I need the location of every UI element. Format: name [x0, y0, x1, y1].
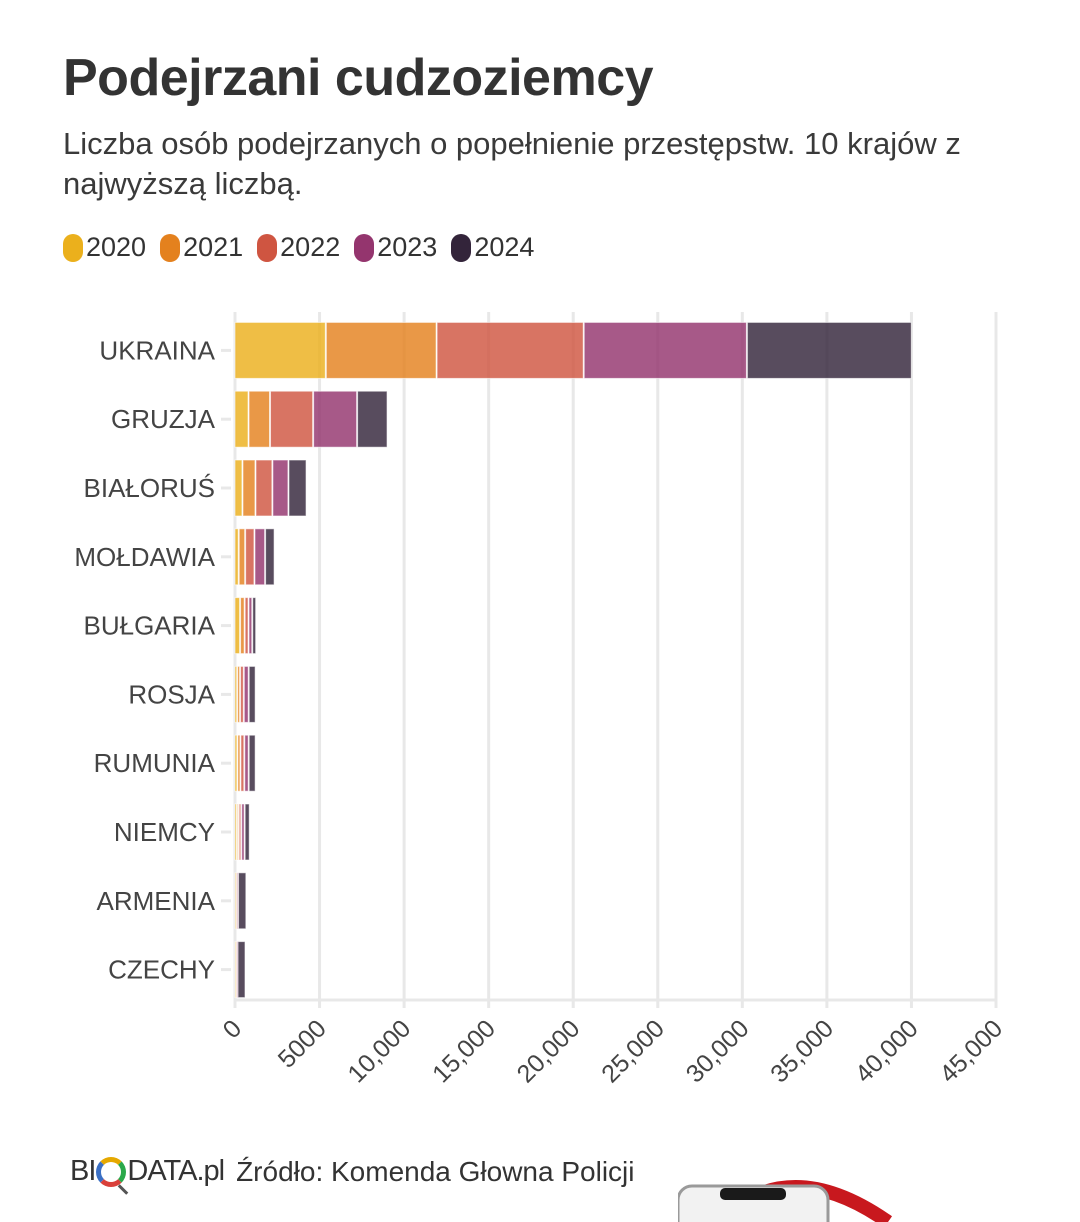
x-tick-label: 15,000 — [427, 1014, 501, 1088]
chart-subtitle: Liczba osób podejrzanych o popełnienie p… — [63, 126, 961, 201]
y-tick-label: BIAŁORUŚ — [84, 473, 216, 503]
footer: BI DATA.pl Źródło: Komenda Głowna Policj… — [70, 1155, 635, 1188]
y-tick-label: RUMUNIA — [94, 748, 216, 778]
biqdata-logo[interactable]: BI DATA.pl — [70, 1155, 225, 1188]
bar-ukraina-2020 — [234, 321, 326, 379]
phone-illustration-icon — [678, 1180, 893, 1222]
legend-label: 2022 — [280, 232, 341, 262]
legend-swatch-icon — [451, 233, 472, 262]
y-tick-label: CZECHY — [108, 955, 215, 985]
bar-niemcy-2020 — [234, 803, 237, 861]
logo-text-left: BI — [70, 1155, 96, 1187]
bar-niemcy-2023 — [241, 803, 245, 861]
bar-bułgaria-2020 — [234, 597, 241, 655]
bar-gruzja-2023 — [313, 390, 358, 448]
y-tick-label: NIEMCY — [114, 817, 215, 847]
x-tick-label: 5000 — [273, 1014, 332, 1073]
bar-rumunia-2022 — [240, 734, 245, 792]
legend-label: 2024 — [474, 232, 535, 262]
bar-rumunia-2023 — [244, 734, 249, 792]
bar-bułgaria-2022 — [244, 597, 249, 655]
legend-item-2022[interactable]: 2022 — [257, 232, 340, 263]
bar-ukraina-2024 — [746, 321, 912, 379]
bar-mołdawia-2020 — [234, 528, 239, 586]
x-tick-label: 35,000 — [765, 1014, 839, 1088]
bar-białoruś-2020 — [234, 459, 243, 517]
legend-swatch-icon — [354, 233, 375, 262]
y-tick-label: ARMENIA — [97, 886, 216, 916]
bar-ukraina-2021 — [325, 321, 437, 379]
legend-swatch-icon — [63, 233, 83, 262]
y-tick-label: MOŁDAWIA — [74, 542, 215, 572]
bar-białoruś-2021 — [242, 459, 256, 517]
bar-armenia-2020 — [234, 872, 237, 930]
x-tick-label: 10,000 — [342, 1014, 416, 1088]
bar-bułgaria-2021 — [240, 597, 245, 655]
bar-gruzja-2020 — [234, 390, 249, 448]
x-tick-label: 45,000 — [934, 1014, 1008, 1088]
bar-czechy-2024 — [237, 941, 246, 999]
bar-rosja-2021 — [237, 665, 241, 723]
x-tick-label: 0 — [218, 1014, 248, 1044]
bar-ukraina-2022 — [436, 321, 584, 379]
bar-ukraina-2023 — [583, 321, 747, 379]
bar-gruzja-2021 — [248, 390, 271, 448]
bar-niemcy-2024 — [244, 803, 250, 861]
x-tick-label: 20,000 — [512, 1014, 586, 1088]
y-tick-label: BUŁGARIA — [84, 611, 216, 641]
x-tick-label: 25,000 — [596, 1014, 670, 1088]
legend-label: 2021 — [183, 232, 244, 262]
logo-q-icon — [96, 1156, 127, 1187]
bar-niemcy-2021 — [236, 803, 239, 861]
legend-item-2021[interactable]: 2021 — [160, 232, 243, 263]
logo-text-right: DATA.pl — [127, 1155, 225, 1187]
bar-rumunia-2024 — [248, 734, 256, 792]
bar-gruzja-2022 — [270, 390, 314, 448]
phone-advert-image[interactable] — [678, 1162, 898, 1222]
x-tick-label: 40,000 — [850, 1014, 924, 1088]
bar-bułgaria-2023 — [248, 597, 253, 655]
bar-białoruś-2024 — [288, 459, 307, 517]
legend-item-2024[interactable]: 2024 — [451, 232, 534, 263]
bar-bułgaria-2024 — [252, 597, 257, 655]
bar-niemcy-2022 — [238, 803, 242, 861]
legend: 2020 2021 2022 2023 2024 — [63, 232, 534, 263]
bar-armenia-2024 — [238, 872, 247, 930]
bar-mołdawia-2023 — [254, 528, 266, 586]
bar-rosja-2020 — [234, 665, 238, 723]
bar-rosja-2023 — [243, 665, 249, 723]
bar-rosja-2022 — [240, 665, 244, 723]
chart-title: Podejrzani cudzoziemcy — [63, 49, 654, 107]
bar-mołdawia-2024 — [265, 528, 275, 586]
y-tick-label: UKRAINA — [99, 335, 215, 365]
bar-białoruś-2022 — [255, 459, 273, 517]
legend-swatch-icon — [257, 233, 278, 262]
bar-rumunia-2021 — [237, 734, 241, 792]
stacked-bar-chart: 0 5000 10,000 15,000 20,000 25,000 30,000 35,00… — [74, 312, 1008, 1088]
bar-mołdawia-2022 — [245, 528, 255, 586]
y-tick-label: ROSJA — [128, 679, 215, 709]
legend-item-2023[interactable]: 2023 — [354, 232, 437, 263]
x-tick-label: 30,000 — [681, 1014, 755, 1088]
legend-item-2020[interactable]: 2020 — [63, 232, 146, 263]
legend-label: 2020 — [86, 232, 147, 262]
bar-rumunia-2020 — [234, 734, 238, 792]
bar-gruzja-2024 — [357, 390, 388, 448]
source-note: Źródło: Komenda Głowna Policji — [236, 1155, 635, 1187]
legend-swatch-icon — [160, 233, 181, 262]
legend-label: 2023 — [377, 232, 438, 262]
y-tick-label: GRUZJA — [111, 404, 216, 434]
bar-mołdawia-2021 — [238, 528, 246, 586]
bar-rosja-2024 — [248, 665, 256, 723]
bar-białoruś-2023 — [272, 459, 289, 517]
